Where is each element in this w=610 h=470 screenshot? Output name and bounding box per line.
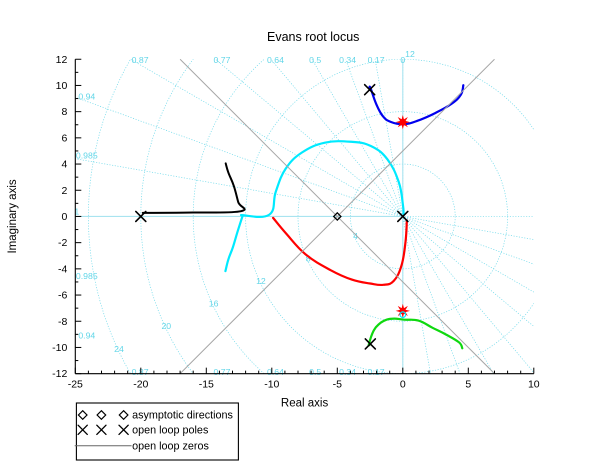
svg-text:-4: -4 [58,263,67,275]
svg-text:4: 4 [61,159,67,171]
svg-text:0.985: 0.985 [76,271,98,281]
svg-text:-25: -25 [68,379,83,391]
svg-text:-5: -5 [333,379,342,391]
svg-text:24: 24 [114,344,124,354]
svg-text:-8: -8 [58,316,67,328]
svg-text:Evans root locus: Evans root locus [267,30,359,44]
svg-text:0.34: 0.34 [339,367,356,377]
svg-text:0: 0 [61,211,67,223]
svg-text:-15: -15 [199,379,214,391]
svg-text:-6: -6 [58,290,67,302]
svg-text:0.77: 0.77 [214,55,231,65]
svg-text:-20: -20 [133,379,148,391]
svg-text:-10: -10 [264,379,279,391]
svg-text:0.64: 0.64 [267,55,284,65]
svg-text:Real axis: Real axis [281,398,329,410]
svg-text:0.5: 0.5 [309,55,321,65]
svg-text:10: 10 [528,379,540,391]
svg-text:0.87: 0.87 [132,367,149,377]
svg-text:8: 8 [61,106,67,118]
svg-text:asymptotic directions: asymptotic directions [132,410,233,422]
svg-text:open loop poles: open loop poles [132,425,209,437]
svg-text:12: 12 [256,276,266,286]
svg-text:10: 10 [56,80,68,92]
svg-text:0.94: 0.94 [78,91,95,101]
svg-text:Imaginary axis: Imaginary axis [7,179,19,253]
svg-text:5: 5 [465,379,471,391]
svg-text:0.64: 0.64 [267,367,284,377]
svg-text:0.87: 0.87 [132,55,149,65]
svg-text:6: 6 [61,132,67,144]
svg-text:0.985: 0.985 [76,151,98,161]
svg-text:2: 2 [61,185,67,197]
svg-text:0.77: 0.77 [214,367,231,377]
svg-text:0.17: 0.17 [368,55,385,65]
svg-text:12: 12 [56,54,68,66]
svg-text:16: 16 [209,299,219,309]
svg-text:0: 0 [400,379,406,391]
svg-text:-2: -2 [58,237,67,249]
svg-text:12: 12 [405,49,415,59]
svg-text:-12: -12 [52,368,67,380]
svg-text:open loop zeros: open loop zeros [132,441,209,453]
svg-text:-10: -10 [52,342,67,354]
svg-text:0.34: 0.34 [339,55,356,65]
svg-text:0.94: 0.94 [78,331,95,341]
svg-text:20: 20 [161,321,171,331]
